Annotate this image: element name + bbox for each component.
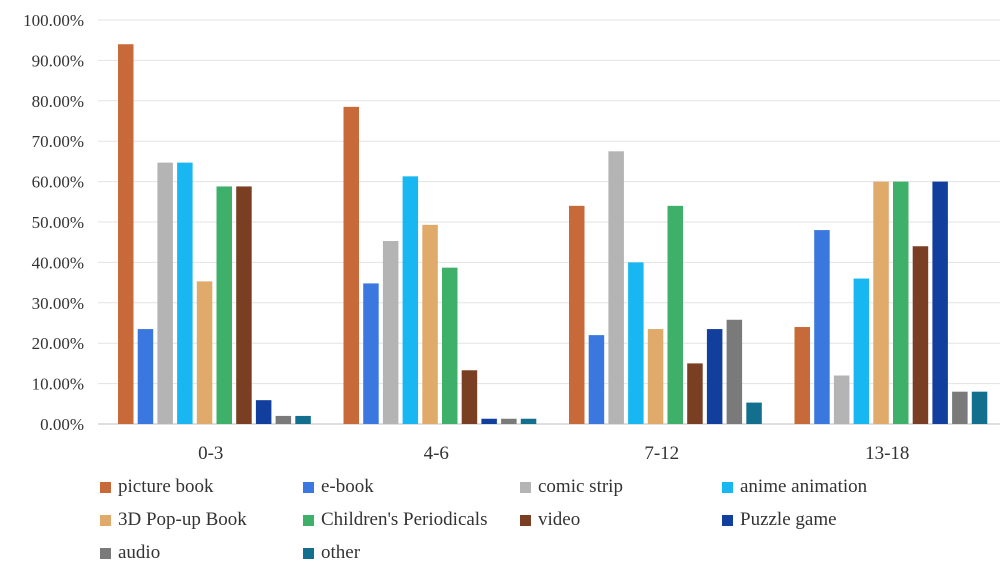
legend-item: Children's Periodicals [303,509,487,531]
bar [157,162,173,424]
bar [196,281,213,424]
bar [726,319,743,424]
bar [853,278,870,424]
legend-swatch [100,547,111,559]
legend-swatch [100,514,111,526]
bar [177,162,193,424]
y-tick-label: 50.00% [32,213,84,232]
bar [794,327,810,424]
legend-swatch [303,481,314,493]
bar [343,106,359,425]
bar [442,267,458,424]
legend-label: picture book [118,476,214,497]
y-tick-label: 80.00% [32,92,84,111]
x-tick-label: 0-3 [198,443,223,464]
legend-label: e-book [321,476,374,497]
legend-swatch [722,481,733,493]
bar [363,283,379,424]
legend-swatch [303,547,314,559]
y-tick-label: 30.00% [32,294,84,313]
bar [569,205,585,424]
legend-label: comic strip [538,476,623,497]
bar [912,246,929,424]
legend-item: video [520,509,580,531]
bar [952,391,968,424]
x-tick-label: 4-6 [424,443,449,464]
bar [481,418,497,424]
bar [814,230,830,424]
bar [275,415,292,424]
bar [137,329,154,424]
legend-item: other [303,542,360,564]
legend-swatch [100,481,111,493]
legend-item: 3D Pop-up Book [100,509,247,531]
legend-swatch [520,481,531,493]
bar [216,186,232,424]
y-tick-label: 70.00% [32,132,84,151]
bar [893,181,909,424]
bar [382,240,399,424]
bar [706,329,723,424]
legend-item: comic strip [520,476,623,498]
bar [255,400,272,424]
bar [402,176,419,424]
legend-label: 3D Pop-up Book [118,509,247,530]
legend-swatch [722,514,733,526]
legend-label: anime animation [740,476,868,497]
bar [647,329,664,424]
bar [236,186,252,424]
bar [687,363,703,424]
bar [501,418,517,424]
y-axis-tick-labels: 0.00% 10.00% 20.00% 30.00% 40.00% 50.00% 60.00… [23,11,84,434]
legend-label: Puzzle game [740,509,837,530]
y-tick-label: 10.00% [32,375,84,394]
bar [422,224,438,424]
legend-item: audio [100,542,160,564]
y-tick-label: 90.00% [32,51,84,70]
bar [932,181,948,424]
legend-swatch [303,514,314,526]
legend-item: picture book [100,476,214,498]
bar [588,335,605,424]
y-tick-label: 100.00% [23,11,84,30]
y-tick-label: 0.00% [40,415,84,434]
bar [833,375,850,424]
bar [295,415,311,424]
legend-label: Children's Periodicals [321,509,488,530]
bar [628,262,644,424]
bar [461,370,478,424]
legend-label: video [538,509,581,530]
legend-label: audio [118,542,161,563]
bar [667,205,683,424]
bar [873,181,889,424]
x-tick-label: 13-18 [865,443,909,464]
legend-item: Puzzle game [722,509,837,531]
bar [118,44,134,425]
legend-label: other [321,542,361,563]
bar [746,402,762,424]
legend: picture book e-book comic strip anime anima… [100,476,1000,566]
bar [971,391,988,424]
y-tick-label: 20.00% [32,334,84,353]
legend-item: anime animation [722,476,867,498]
x-tick-label: 7-12 [644,443,679,464]
x-axis-tick-labels: 0-3 4-6 7-12 13-18 [198,443,909,464]
y-tick-label: 40.00% [32,253,84,272]
bar [608,151,624,425]
legend-swatch [520,514,531,526]
y-tick-label: 60.00% [32,173,84,192]
bar [520,418,537,424]
bars [118,44,988,425]
legend-item: e-book [303,476,374,498]
